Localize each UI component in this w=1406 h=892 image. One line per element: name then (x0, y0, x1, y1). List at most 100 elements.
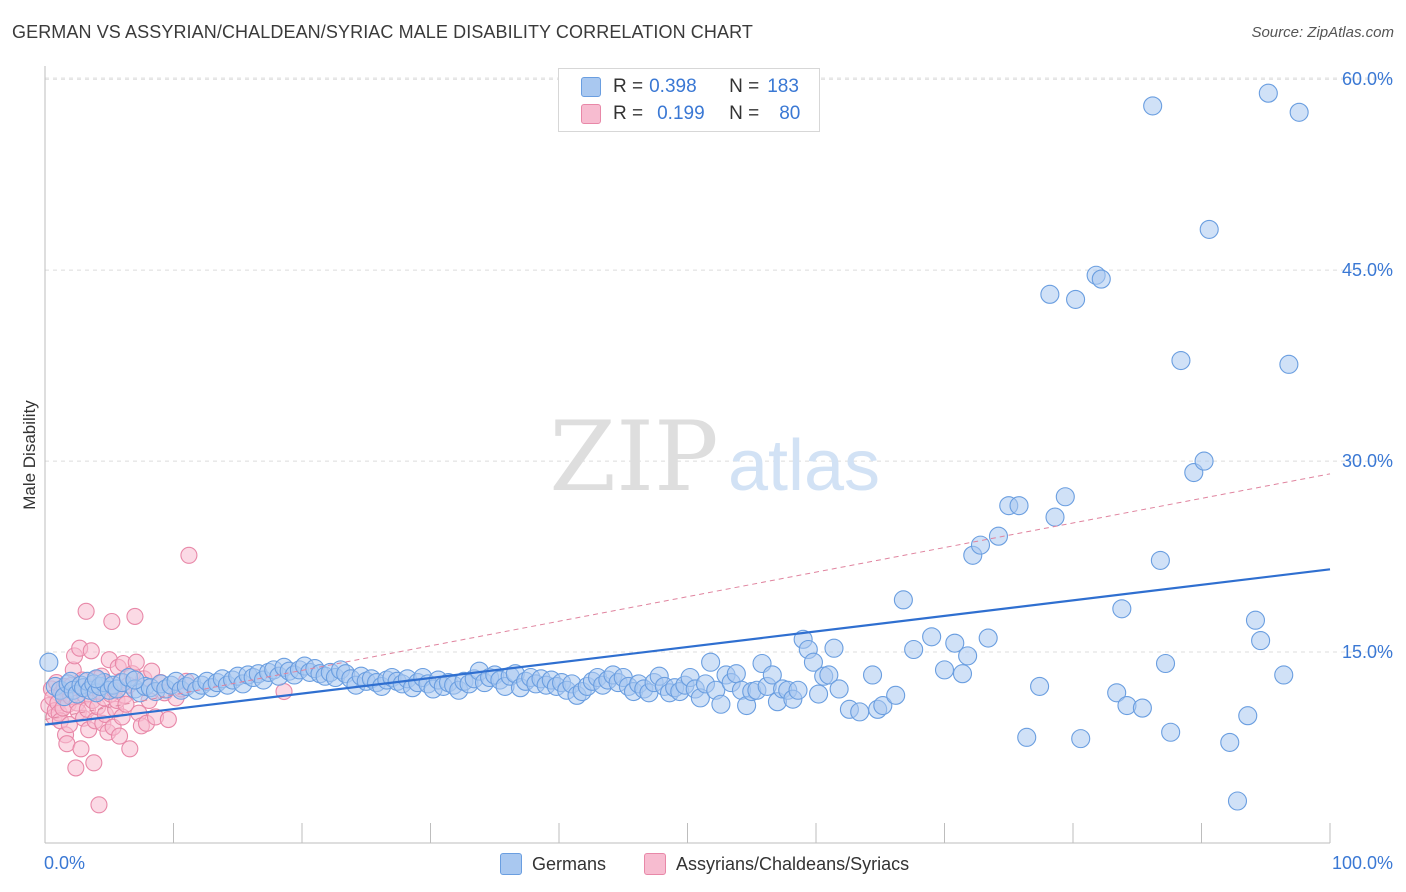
german-point (1274, 665, 1294, 685)
assyrian-trendline (44, 473, 1331, 721)
german-point (1017, 727, 1037, 747)
x-tick-label-min: 0.0% (44, 853, 85, 873)
german-point (819, 665, 839, 685)
german-point (893, 590, 913, 610)
germans-n-value: 183 (767, 76, 799, 97)
germans-r-value: 0.398 (649, 76, 697, 97)
german-point (1055, 487, 1075, 507)
german-point (934, 660, 955, 680)
german-point (1091, 269, 1111, 289)
gridlines (45, 77, 1392, 653)
german-point (1194, 451, 1214, 471)
german-point (1150, 550, 1170, 570)
german-point (958, 646, 978, 666)
german-point (1107, 683, 1127, 703)
german-point (970, 535, 991, 555)
assyrian-point (126, 607, 144, 625)
assyrian-point (180, 546, 198, 564)
assyrian-point (85, 754, 103, 772)
axes (44, 66, 1331, 844)
assyrians-legend-swatch (644, 853, 666, 875)
german-point (1279, 354, 1299, 374)
assyrian-point (77, 602, 95, 620)
legend-item-germans[interactable]: Germans (500, 851, 606, 877)
y-tick-label: 45.0% (1342, 260, 1393, 280)
german-point (1161, 722, 1181, 742)
y-tick-label: 60.0% (1342, 69, 1393, 89)
german-point (824, 638, 844, 658)
assyrian-point (121, 740, 139, 758)
n-label: N = (729, 76, 760, 97)
german-point (803, 652, 823, 672)
german-point (829, 679, 849, 699)
assyrian-point (103, 612, 121, 631)
german-point (873, 695, 893, 716)
x-tick-label-max: 100.0% (1332, 853, 1393, 873)
german-point (1155, 653, 1176, 674)
german-point (1289, 102, 1309, 122)
assyrian-point (72, 740, 90, 758)
german-point (762, 665, 782, 685)
n-label: N = (729, 103, 760, 124)
german-point (711, 694, 731, 714)
german-point (862, 665, 883, 685)
assyrian-point (90, 796, 108, 814)
german-point (1040, 284, 1060, 304)
assyrian-point (67, 759, 85, 777)
legend-row-assyrians: R = 0.199 N = 80 (581, 101, 800, 127)
german-point (39, 652, 59, 672)
german-point (904, 639, 924, 660)
german-point (1066, 289, 1086, 309)
germans-legend-swatch (500, 853, 522, 875)
german-trendline (44, 568, 1331, 726)
german-point (701, 652, 721, 672)
german-point (1071, 729, 1091, 749)
german-point (1030, 676, 1050, 696)
german-point (988, 526, 1009, 546)
german-point (1143, 96, 1163, 116)
tick-labels: 15.0% 30.0% 45.0% 60.0% 0.0% 100.0% (44, 69, 1393, 873)
german-point (1251, 631, 1271, 651)
german-point (1112, 599, 1132, 619)
german-point (1258, 83, 1278, 103)
watermark-zip: ZIP (549, 401, 718, 513)
german-point (809, 684, 829, 704)
germans-swatch (581, 77, 601, 97)
assyrian-point (58, 735, 76, 753)
german-point (850, 702, 870, 722)
german-point (1132, 698, 1152, 718)
german-point (886, 685, 906, 705)
german-point (1171, 350, 1191, 371)
german-point (952, 664, 973, 684)
trendlines (44, 473, 1331, 726)
assyrians-legend-label: Assyrians/Chaldeans/Syriacs (676, 853, 910, 874)
watermark: ZIP atlas (549, 401, 880, 513)
german-point (1227, 791, 1248, 811)
german-point (1238, 706, 1258, 726)
german-point (1045, 507, 1065, 527)
assyrians-n-value: 80 (779, 103, 801, 124)
watermark-atlas: atlas (728, 426, 880, 506)
german-point (1199, 219, 1219, 239)
german-point (726, 664, 746, 684)
source-credit: Source: ZipAtlas.com (1251, 24, 1394, 41)
german-point (86, 669, 106, 689)
german-point (978, 628, 998, 648)
assyrians-swatch (581, 104, 601, 124)
legend-row-germans: R = 0.398 N = 183 (581, 74, 799, 100)
correlation-legend: R = 0.398 N = 183 R = 0.199 N = 80 (558, 68, 820, 132)
y-tick-label: 15.0% (1342, 642, 1393, 662)
y-tick-label: 30.0% (1342, 451, 1393, 471)
german-point (788, 680, 808, 700)
assyrian-point (159, 710, 177, 729)
german-point (922, 627, 942, 647)
german-point (945, 633, 965, 653)
german-point (1245, 610, 1266, 630)
assyrians-r-value: 0.199 (657, 103, 705, 124)
german-point (1220, 732, 1240, 752)
legend-item-assyrians[interactable]: Assyrians/Chaldeans/Syriacs (644, 851, 909, 877)
r-label: R = (613, 76, 644, 97)
germans-legend-label: Germans (532, 853, 607, 874)
assyrian-point (127, 653, 145, 671)
